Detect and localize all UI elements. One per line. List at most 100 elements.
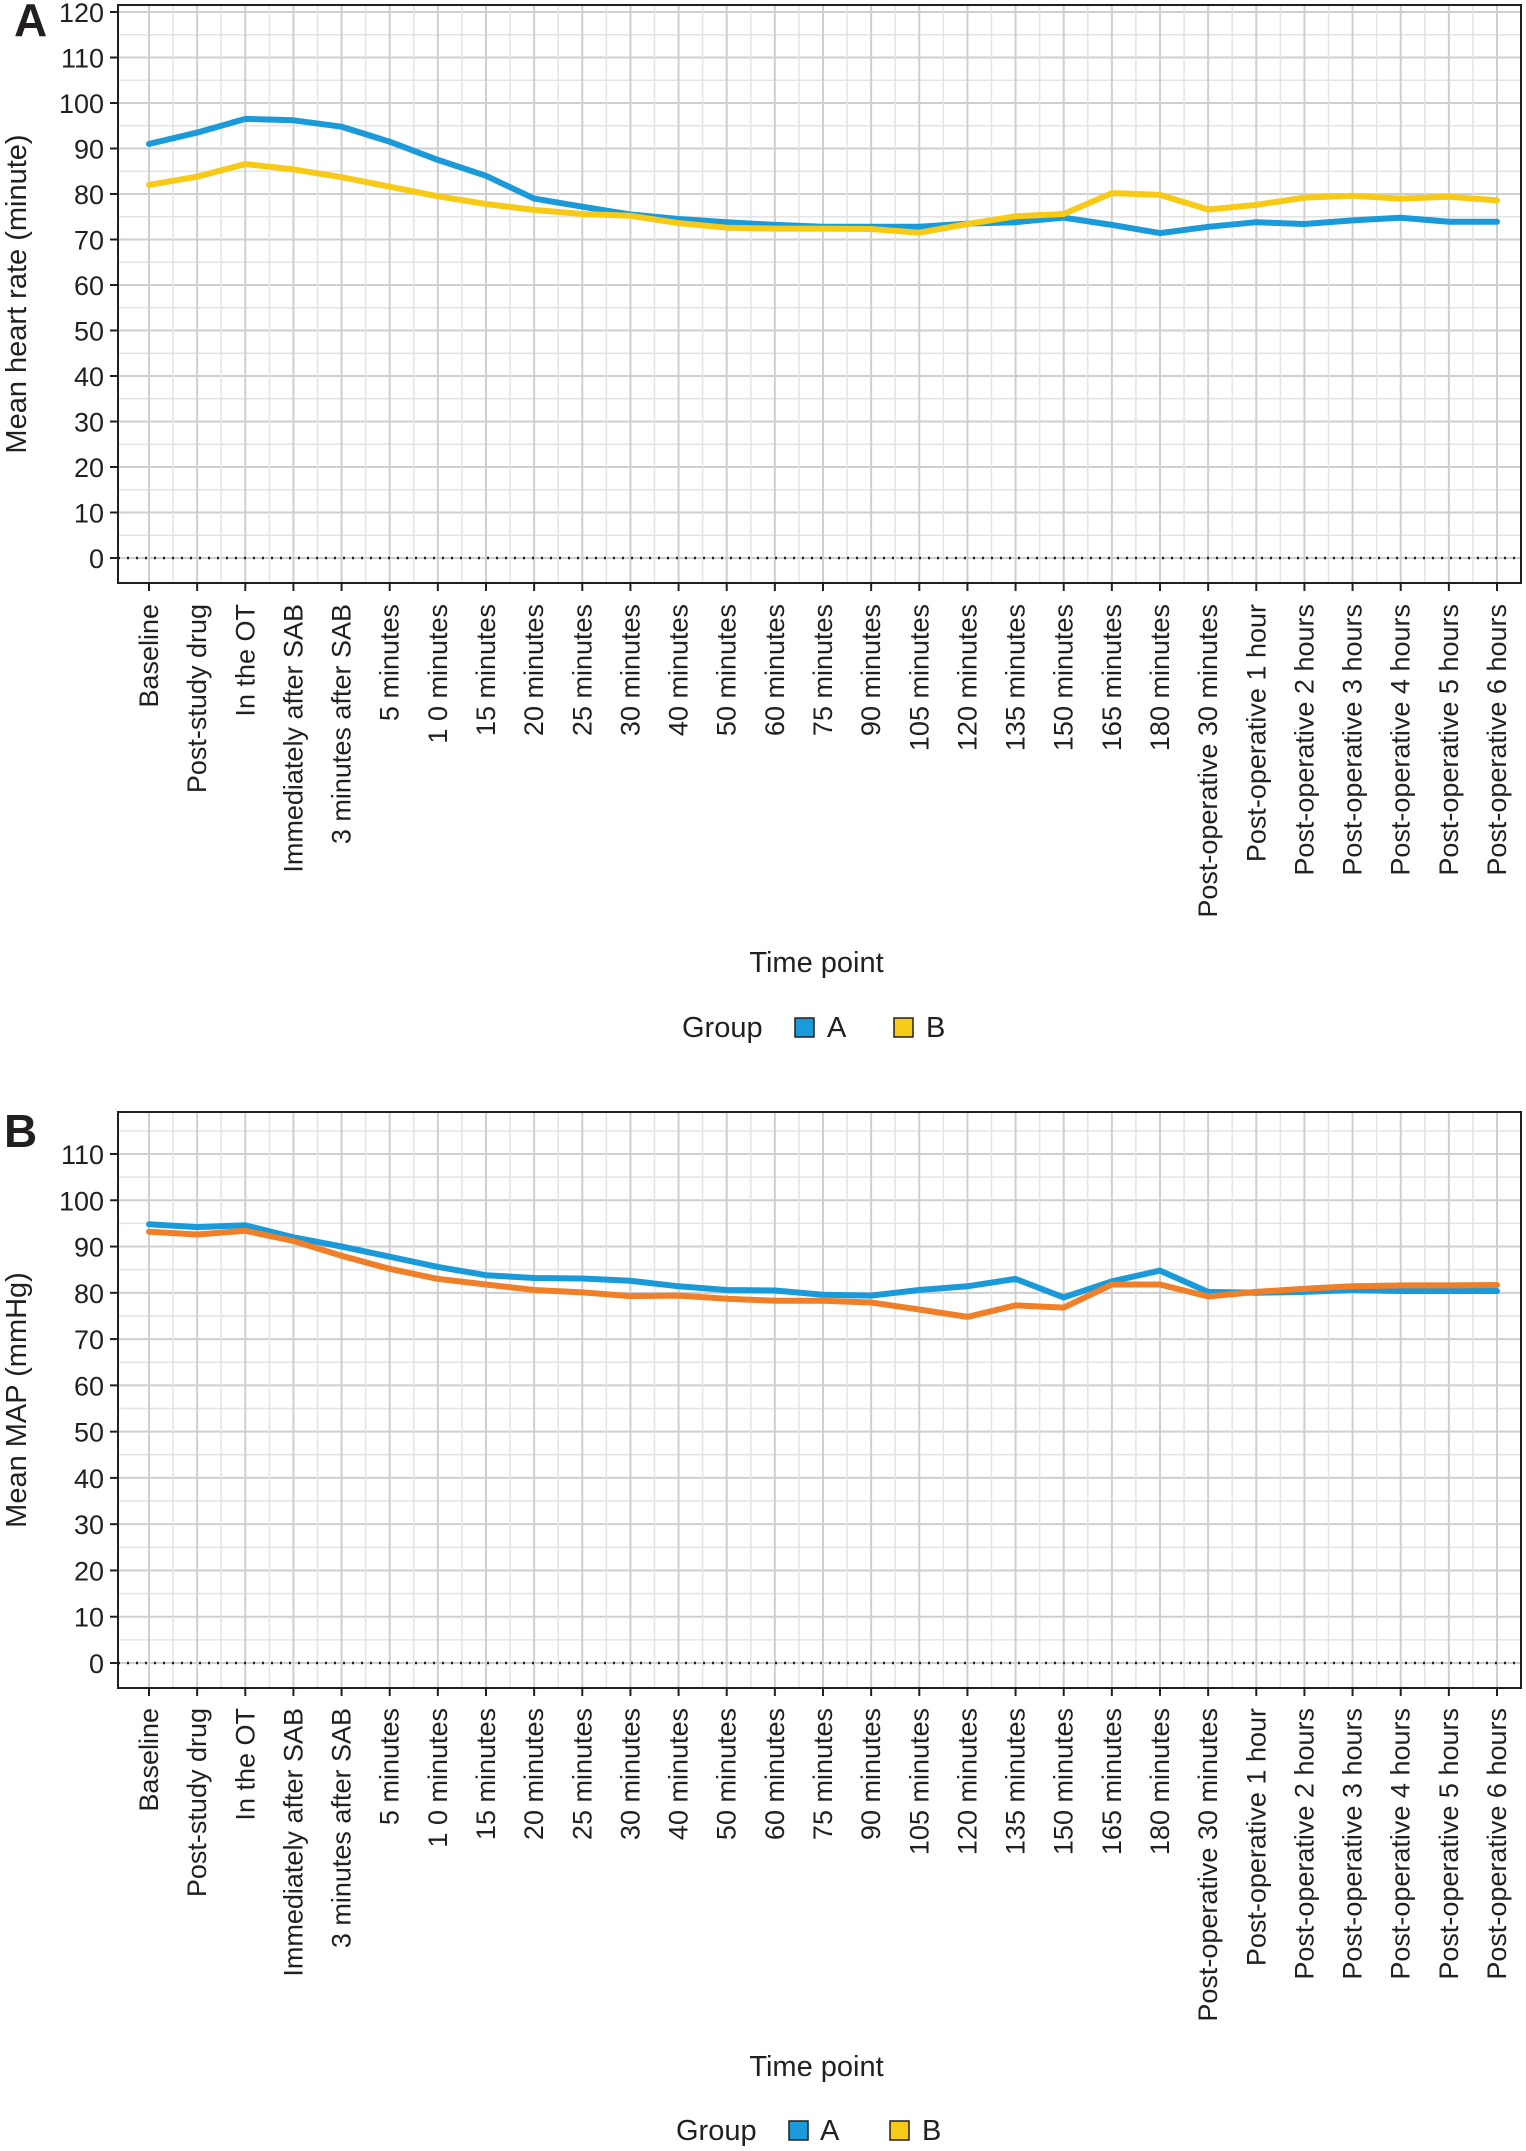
legend-label-B: B (922, 2115, 941, 2147)
x-tick-label: Post-operative 30 minutes (1193, 604, 1223, 918)
x-tick-label: 30 minutes (615, 604, 645, 736)
x-tick-label: 15 minutes (471, 1708, 501, 1840)
y-tick-label: 110 (61, 44, 104, 74)
x-tick-label: 75 minutes (808, 604, 838, 736)
y-tick-label: 40 (74, 1464, 104, 1494)
legend-label-B: B (926, 1012, 945, 1044)
x-tick-label: In the OT (230, 1708, 260, 1821)
x-tick-label: 60 minutes (760, 604, 790, 736)
x-tick-label: Post-operative 4 hours (1386, 1708, 1416, 1980)
y-tick-label: 20 (74, 453, 104, 483)
x-tick-label: 1 0 minutes (423, 1708, 453, 1848)
x-tick-label: 165 minutes (1097, 604, 1127, 751)
legend-label-A: A (827, 1012, 847, 1044)
y-tick-label: 10 (74, 1603, 104, 1633)
x-tick-label: Immediately after SAB (278, 1708, 308, 1977)
y-tick-label: 90 (74, 135, 104, 165)
x-tick-label: 90 minutes (856, 604, 886, 736)
x-tick-label: 40 minutes (664, 604, 694, 736)
x-tick-label: 15 minutes (471, 604, 501, 736)
x-tick-label: 40 minutes (664, 1708, 694, 1840)
y-tick-label: 70 (74, 1325, 104, 1355)
y-tick-label: 80 (74, 1279, 104, 1309)
x-tick-label: Post-operative 1 hour (1241, 604, 1271, 862)
x-tick-label: 75 minutes (808, 1708, 838, 1840)
y-tick-label: 120 (59, 0, 104, 28)
x-tick-label: Post-operative 5 hours (1434, 1708, 1464, 1980)
x-tick-label: 3 minutes after SAB (327, 604, 357, 844)
plot-frame (117, 1111, 1522, 1689)
x-tick-label: 90 minutes (856, 1708, 886, 1840)
x-tick-label: 105 minutes (904, 604, 934, 751)
chart-panel-A: A 0 10 20 30 40 50 60 70 80 90 100 110 120 Baseline Pos… (1, 0, 1522, 1044)
y-tick-label: 0 (89, 1649, 104, 1679)
y-tick-label: 20 (74, 1556, 104, 1586)
x-tick-label: 150 minutes (1049, 1708, 1079, 1855)
x-tick-label: 135 minutes (1001, 1708, 1031, 1855)
x-tick-label: 180 minutes (1145, 1708, 1175, 1855)
y-tick-label: 30 (74, 1510, 104, 1540)
x-tick-label: 50 minutes (712, 1708, 742, 1840)
x-tick-label: 30 minutes (615, 1708, 645, 1840)
x-tick-label: Post-operative 3 hours (1338, 604, 1368, 876)
x-tick-label: Post-operative 1 hour (1241, 1708, 1271, 1966)
x-tick-label: 3 minutes after SAB (327, 1708, 357, 1948)
y-tick-label: 110 (61, 1140, 104, 1170)
legend: Group A B (676, 2115, 941, 2147)
grid (118, 5, 1521, 583)
x-tick-label: Baseline (134, 604, 164, 708)
x-tick-label: Post-study drug (182, 604, 212, 793)
y-axis-title: Mean MAP (mmHg) (1, 1272, 33, 1528)
panel-label: A (14, 0, 47, 46)
x-tick-label: 25 minutes (567, 1708, 597, 1840)
x-tick-label: 5 minutes (375, 604, 405, 721)
x-tick-label: Post-operative 2 hours (1289, 604, 1319, 876)
x-tick-label: 20 minutes (519, 604, 549, 736)
x-tick-label: In the OT (230, 604, 260, 717)
x-tick-label: 60 minutes (760, 1708, 790, 1840)
y-tick-label: 100 (59, 1186, 104, 1216)
chart-panel-B: B 0 10 20 30 40 50 60 70 80 90 100 110 Baseline Post-s… (1, 1105, 1522, 2147)
y-tick-label: 70 (74, 226, 104, 256)
y-tick-label: 30 (74, 408, 104, 438)
x-tick-label: Post-operative 30 minutes (1193, 1708, 1223, 2022)
x-tick-label: 135 minutes (1001, 604, 1031, 751)
y-tick-label: 80 (74, 180, 104, 210)
legend-swatch-B (893, 1017, 914, 1038)
x-tick-label: Post-operative 6 hours (1482, 1708, 1512, 1980)
x-tick-label: Post-operative 3 hours (1338, 1708, 1368, 1980)
x-tick-label: 150 minutes (1049, 604, 1079, 751)
grid (118, 1112, 1521, 1688)
legend: Group A B (682, 1012, 945, 1044)
y-tick-label: 50 (74, 317, 104, 347)
x-tick-label: Immediately after SAB (278, 604, 308, 873)
y-tick-label: 10 (74, 499, 104, 529)
y-tick-label: 60 (74, 1371, 104, 1401)
x-tick-label: 1 0 minutes (423, 604, 453, 744)
x-tick-label: 180 minutes (1145, 604, 1175, 751)
x-tick-label: 105 minutes (904, 1708, 934, 1855)
series-line-B (146, 1227, 1500, 1320)
x-tick-label: Post-operative 4 hours (1386, 604, 1416, 876)
x-tick-label: Post-operative 2 hours (1289, 1708, 1319, 1980)
y-tick-label: 50 (74, 1418, 104, 1448)
legend-swatch-A (788, 2120, 809, 2141)
y-tick-label: 100 (59, 89, 104, 119)
y-axis-title: Mean heart rate (minute) (1, 134, 33, 453)
x-tick-label: Post-study drug (182, 1708, 212, 1897)
x-tick-label: Baseline (134, 1708, 164, 1812)
x-axis-title: Time point (749, 2051, 883, 2083)
x-tick-label: 20 minutes (519, 1708, 549, 1840)
series-line-B (146, 161, 1500, 236)
y-tick-label: 0 (89, 544, 104, 574)
y-tick-label: 90 (74, 1233, 104, 1263)
x-tick-label: 50 minutes (712, 604, 742, 736)
x-axis-title: Time point (749, 947, 883, 979)
x-tick-label: 25 minutes (567, 604, 597, 736)
y-tick-label: 40 (74, 362, 104, 392)
plot-frame (117, 4, 1522, 584)
legend-label-A: A (820, 2115, 840, 2147)
x-tick-label: Post-operative 6 hours (1482, 604, 1512, 876)
legend-title: Group (676, 2115, 757, 2147)
